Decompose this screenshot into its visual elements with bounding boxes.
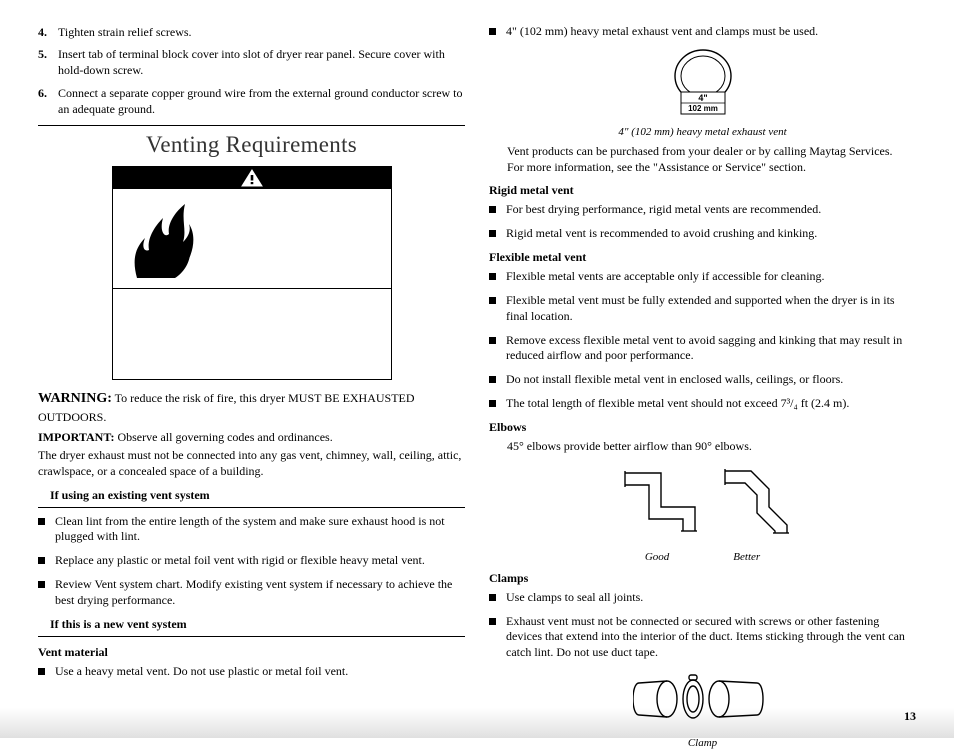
subhead-rule [38,636,465,637]
rigid-vent-heading: Rigid metal vent [489,183,916,198]
list-text: Review Vent system chart. Modify existin… [55,577,465,609]
elbow-better-label: Better [733,551,760,563]
venting-requirements-title: Venting Requirements [38,132,465,158]
list-item: Review Vent system chart. Modify existin… [38,577,465,609]
step-text: Connect a separate copper ground wire fr… [58,85,465,117]
elbows-heading: Elbows [489,420,916,435]
list-text: Flexible metal vents are acceptable only… [506,269,916,285]
vent-diameter-caption: 4" (102 mm) heavy metal exhaust vent [489,126,916,138]
elbows-icon [603,461,803,545]
clamp-caption: Clamp [489,737,916,749]
bullet-icon [489,594,496,601]
list-text: 4" (102 mm) heavy metal exhaust vent and… [506,24,916,40]
warning-graphic-area [113,189,391,289]
list-text: Flexible metal vent must be fully extend… [506,293,916,325]
elbow-labels: Good Better [489,551,916,563]
vent-circle-icon: 4" 102 mm [663,48,743,118]
new-vent-heading: If this is a new vent system [50,617,465,632]
important-text: Observe all governing codes and ordinanc… [114,430,332,444]
list-text: Do not install flexible metal vent in en… [506,372,916,388]
list-text: Use clamps to seal all joints. [506,590,916,606]
dia-top-text: 4" [698,93,707,103]
warning-triangle-icon [241,169,263,187]
list-item: Flexible metal vent must be fully extend… [489,293,916,325]
left-column: 4. Tighten strain relief screws. 5. Inse… [38,24,465,755]
list-text: Rigid metal vent is recommended to avoid… [506,226,916,242]
right-column: 4" (102 mm) heavy metal exhaust vent and… [489,24,916,755]
bullet-icon [489,400,496,407]
step-6: 6. Connect a separate copper ground wire… [38,85,465,117]
bullet-icon [489,337,496,344]
warning-text-area [113,289,391,379]
clamp-icon [633,669,773,729]
list-item: Use a heavy metal vent. Do not use plast… [38,664,465,680]
bullet-icon [489,206,496,213]
bullet-icon [489,297,496,304]
dia-bottom-text: 102 mm [688,104,718,113]
list-item: 4" (102 mm) heavy metal exhaust vent and… [489,24,916,40]
list-text: Remove excess flexible metal vent to avo… [506,333,916,365]
list-item: Remove excess flexible metal vent to avo… [489,333,916,365]
exhaust-note: The dryer exhaust must not be connected … [38,447,465,479]
list-item: For best drying performance, rigid metal… [489,202,916,218]
page-number: 13 [904,709,916,724]
list-item: Clean lint from the entire length of the… [38,514,465,546]
list-item: Do not install flexible metal vent in en… [489,372,916,388]
list-text: The total length of flexible metal vent … [506,396,916,412]
bullet-icon [489,618,496,625]
step-5: 5. Insert tab of terminal block cover in… [38,46,465,78]
step-text: Tighten strain relief screws. [58,24,465,40]
subhead-rule [38,507,465,508]
list-text: Use a heavy metal vent. Do not use plast… [55,664,465,680]
list-text: Exhaust vent must not be connected or se… [506,614,916,661]
list-item: Use clamps to seal all joints. [489,590,916,606]
elbows-text: 45° elbows provide better airflow than 9… [507,439,916,455]
list-item: Rigid metal vent is recommended to avoid… [489,226,916,242]
existing-vent-list: Clean lint from the entire length of the… [38,514,465,609]
step-4: 4. Tighten strain relief screws. [38,24,465,40]
bullet-icon [489,273,496,280]
numbered-steps: 4. Tighten strain relief screws. 5. Inse… [38,24,465,117]
important-line: IMPORTANT: Observe all governing codes a… [38,429,465,445]
elbow-good-label: Good [645,551,669,563]
list-item: Flexible metal vents are acceptable only… [489,269,916,285]
bullet-icon [38,668,45,675]
important-label: IMPORTANT: [38,430,114,444]
bullet-icon [38,581,45,588]
list-text: For best drying performance, rigid metal… [506,202,916,218]
elbows-figure [489,461,916,549]
warning-box [112,166,392,380]
bullet-icon [489,230,496,237]
step-num: 6. [38,85,58,117]
warning-header-bar [113,167,391,189]
warning-label: WARNING: [38,391,112,406]
bullet-icon [489,376,496,383]
list-item: The total length of flexible metal vent … [489,396,916,412]
bullet-icon [38,557,45,564]
existing-vent-heading: If using an existing vent system [50,488,465,503]
flexible-vent-heading: Flexible metal vent [489,250,916,265]
vent-diameter-figure: 4" 102 mm [489,48,916,122]
purchase-paragraph: Vent products can be purchased from your… [507,144,898,176]
clamp-figure [489,669,916,733]
list-item: Exhaust vent must not be connected or se… [489,614,916,661]
step-num: 5. [38,46,58,78]
section-divider [38,125,465,126]
warning-paragraph: WARNING: To reduce the risk of fire, thi… [38,390,465,425]
step-text: Insert tab of terminal block cover into … [58,46,465,78]
fire-icon [127,200,197,280]
list-text: Clean lint from the entire length of the… [55,514,465,546]
clamps-heading: Clamps [489,571,916,586]
vent-material-heading: Vent material [38,645,465,660]
list-text: Replace any plastic or metal foil vent w… [55,553,465,569]
bullet-icon [489,28,496,35]
list-item: Replace any plastic or metal foil vent w… [38,553,465,569]
bullet-icon [38,518,45,525]
step-num: 4. [38,24,58,40]
